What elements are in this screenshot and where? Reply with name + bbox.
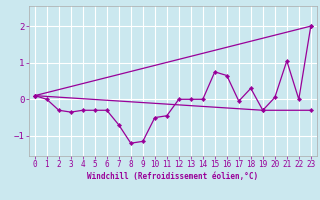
X-axis label: Windchill (Refroidissement éolien,°C): Windchill (Refroidissement éolien,°C) (87, 172, 258, 181)
